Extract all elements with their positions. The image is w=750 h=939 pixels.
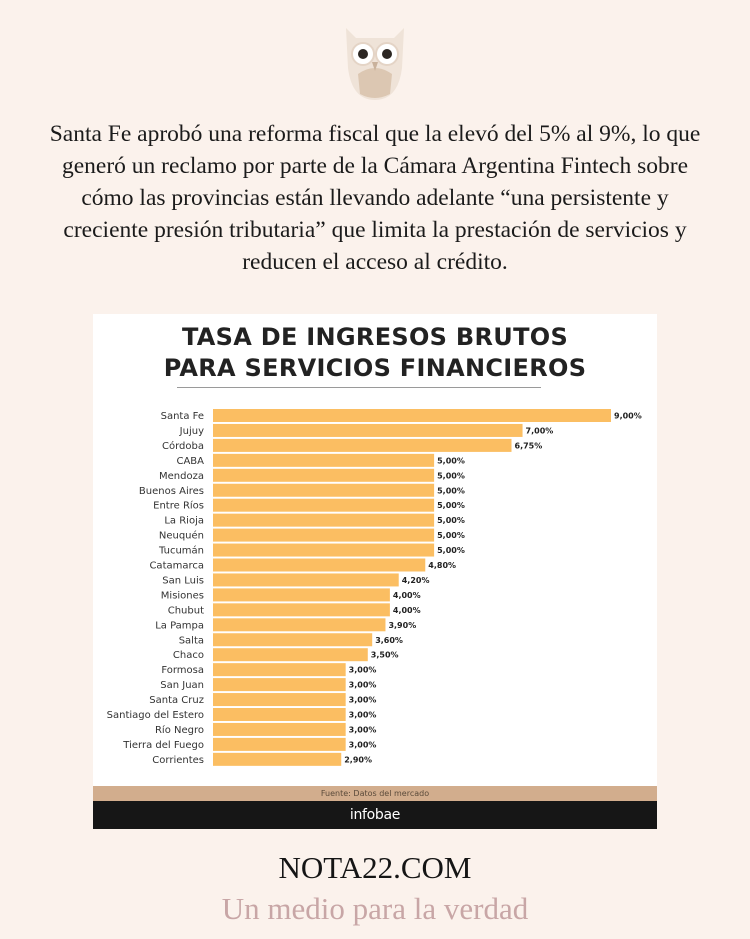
category-label: Tucumán bbox=[158, 545, 204, 557]
site-tagline: Un medio para la verdad bbox=[221, 891, 529, 926]
owl-logo-icon bbox=[346, 28, 404, 100]
value-label: 3,00% bbox=[349, 696, 377, 705]
chart-source: Fuente: Datos del mercado bbox=[93, 786, 657, 801]
bar bbox=[213, 693, 346, 707]
value-label: 4,00% bbox=[393, 591, 421, 600]
bar bbox=[213, 528, 435, 542]
bar bbox=[213, 648, 368, 662]
category-label: Córdoba bbox=[162, 440, 204, 452]
category-label: Formosa bbox=[161, 665, 204, 676]
value-label: 5,00% bbox=[437, 456, 465, 465]
category-label: La Pampa bbox=[155, 620, 204, 631]
category-label: Jujuy bbox=[179, 426, 204, 437]
category-label: Río Negro bbox=[155, 724, 204, 736]
value-label: 5,00% bbox=[437, 471, 465, 480]
value-label: 3,90% bbox=[388, 621, 416, 630]
chart-title-line-1: TASA DE INGRESOS BRUTOS bbox=[181, 323, 569, 351]
category-label: Santiago del Estero bbox=[107, 710, 204, 721]
chart-title-line-2: PARA SERVICIOS FINANCIEROS bbox=[163, 354, 587, 382]
value-label: 5,00% bbox=[437, 531, 465, 540]
bar bbox=[213, 438, 512, 452]
bar bbox=[213, 453, 435, 467]
bar bbox=[213, 678, 346, 692]
bar bbox=[213, 409, 611, 422]
value-label: 3,00% bbox=[349, 740, 377, 749]
bar bbox=[213, 468, 435, 482]
bar bbox=[213, 423, 523, 437]
bar bbox=[213, 603, 390, 617]
bar bbox=[213, 722, 346, 736]
brand-footer: infobae bbox=[93, 801, 657, 829]
bar bbox=[213, 483, 435, 497]
category-label: Salta bbox=[179, 635, 204, 646]
value-label: 5,00% bbox=[437, 516, 465, 525]
category-label: Neuquén bbox=[159, 530, 204, 542]
bar bbox=[213, 618, 386, 632]
bar-chart: Santa Fe 9,00% Jujuy 7,00% Córdoba 6,75% CABA 5… bbox=[107, 409, 642, 766]
category-label: Corrientes bbox=[152, 755, 204, 766]
category-label: Tierra del Fuego bbox=[122, 740, 204, 751]
category-label: San Luis bbox=[162, 575, 204, 586]
bar bbox=[213, 708, 346, 721]
category-label: Chubut bbox=[168, 605, 204, 616]
bar bbox=[213, 573, 399, 587]
value-label: 4,20% bbox=[402, 576, 430, 585]
bar bbox=[213, 543, 435, 557]
value-label: 6,75% bbox=[515, 441, 543, 450]
value-label: 3,50% bbox=[371, 651, 399, 660]
value-label: 5,00% bbox=[437, 486, 465, 495]
category-label: La Rioja bbox=[164, 516, 204, 527]
value-label: 3,00% bbox=[349, 711, 377, 720]
title-divider bbox=[177, 387, 541, 388]
category-label: Entre Ríos bbox=[153, 500, 204, 512]
value-label: 9,00% bbox=[614, 412, 642, 421]
intro-paragraph: Santa Fe aprobó una reforma fiscal que l… bbox=[49, 121, 701, 275]
value-label: 3,00% bbox=[349, 681, 377, 690]
bar bbox=[213, 663, 346, 677]
category-label: Buenos Aires bbox=[139, 486, 204, 497]
value-label: 3,00% bbox=[349, 666, 377, 675]
value-label: 4,00% bbox=[393, 606, 421, 615]
category-label: Mendoza bbox=[159, 471, 204, 482]
value-label: 4,80% bbox=[428, 561, 456, 570]
category-label: Catamarca bbox=[149, 561, 204, 572]
site-name: NOTA22.COM bbox=[278, 850, 472, 885]
value-label: 3,00% bbox=[349, 725, 377, 734]
chart-card: TASA DE INGRESOS BRUTOS PARA SERVICIOS F… bbox=[93, 314, 657, 786]
value-label: 7,00% bbox=[526, 426, 554, 435]
category-label: San Juan bbox=[160, 680, 204, 691]
bar bbox=[213, 513, 435, 527]
bar bbox=[213, 498, 435, 512]
category-label: Santa Cruz bbox=[149, 695, 204, 706]
value-label: 3,60% bbox=[375, 636, 403, 645]
category-label: CABA bbox=[176, 456, 204, 467]
value-label: 5,00% bbox=[437, 501, 465, 510]
chart-title: TASA DE INGRESOS BRUTOS PARA SERVICIOS F… bbox=[93, 322, 657, 384]
category-label: Misiones bbox=[161, 590, 204, 601]
value-label: 5,00% bbox=[437, 546, 465, 555]
bar bbox=[213, 558, 426, 572]
bar bbox=[213, 737, 346, 751]
category-label: Chaco bbox=[173, 650, 204, 661]
category-label: Santa Fe bbox=[161, 411, 204, 422]
bar bbox=[213, 588, 390, 602]
bar bbox=[213, 752, 342, 766]
bar bbox=[213, 633, 373, 647]
value-label: 2,90% bbox=[344, 755, 372, 764]
